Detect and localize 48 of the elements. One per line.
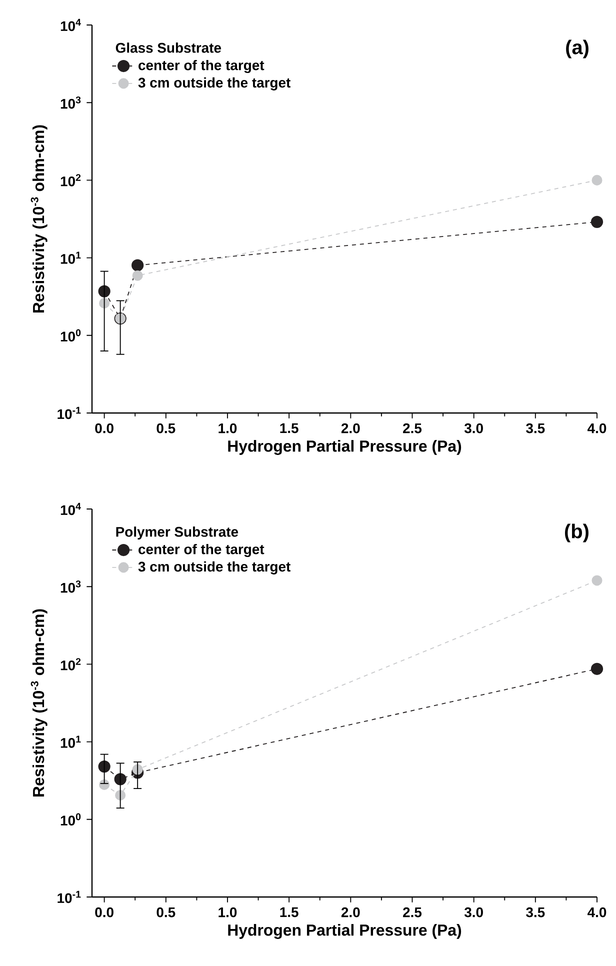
- y-axis-title: Resistivity (10$^{-3}$ ohm-cm): [30, 609, 48, 796]
- y-tick-label: 10$^{2}$: [60, 658, 81, 670]
- x-axis-title: Hydrogen Partial Pressure (Pa): [228, 440, 462, 455]
- legend-title: Polymer Substrate: [116, 526, 238, 540]
- point: [590, 216, 604, 228]
- y-tick-label: 10$^{4}$: [60, 502, 81, 516]
- x-axis-title: Hydrogen Partial Pressure (Pa): [228, 924, 462, 939]
- x-tick-label: 2.5: [403, 907, 422, 918]
- x-tick-label: 1.0: [218, 907, 237, 918]
- y-tick-label: 10$^{0}$: [60, 813, 81, 826]
- x-tick-label: 0.0: [95, 423, 114, 434]
- legend-label: center of the target: [138, 60, 264, 74]
- x-tick-label: 3.5: [526, 423, 545, 434]
- x-tick-label: 0.5: [156, 907, 176, 918]
- y-tick-label: 10$^{1}$: [60, 736, 81, 748]
- y-tick-label: 10$^{3}$: [60, 580, 81, 593]
- y-axis-title: Resistivity (10$^{-3}$ ohm-cm): [30, 125, 48, 312]
- x-tick-label: 3.0: [464, 423, 483, 434]
- legend-label: 3 cm outside the target: [138, 561, 291, 574]
- annotation: (a): [566, 40, 588, 58]
- y-tick-label: 10$^{3}$: [60, 96, 81, 109]
- x-tick-label: 3.5: [526, 907, 545, 918]
- x-tick-label: 3.0: [464, 907, 483, 918]
- x-tick-label: 0.5: [156, 423, 176, 434]
- x-tick-label: 2.5: [403, 423, 422, 434]
- x-tick-label: 4.0: [588, 907, 606, 918]
- legend-label: center of the target: [138, 544, 264, 558]
- point: [592, 174, 602, 186]
- point: [590, 662, 604, 675]
- y-tick-label: 10$^{2}$: [60, 174, 81, 186]
- legend-title: Glass Substrate: [116, 42, 222, 53]
- x-tick-label: 2.0: [341, 423, 360, 434]
- x-tick-label: 2.0: [341, 907, 360, 918]
- y-tick-label: 10$^{-1}$: [58, 890, 81, 904]
- legend-label: 3 cm outside the target: [138, 77, 291, 90]
- x-tick-label: 1.0: [218, 423, 237, 434]
- x-tick-label: 0.0: [95, 907, 114, 918]
- x-tick-label: 1.5: [280, 423, 298, 434]
- point: [592, 575, 602, 586]
- y-tick-label: 10$^{-1}$: [58, 406, 81, 420]
- y-tick-label: 10$^{0}$: [60, 329, 81, 342]
- x-tick-label: 1.5: [280, 907, 298, 918]
- point: [132, 259, 144, 272]
- point: [132, 270, 143, 281]
- y-tick-label: 10$^{4}$: [60, 18, 81, 32]
- annotation: (b): [565, 524, 588, 542]
- x-tick-label: 4.0: [588, 423, 606, 434]
- y-tick-label: 10$^{1}$: [60, 252, 81, 264]
